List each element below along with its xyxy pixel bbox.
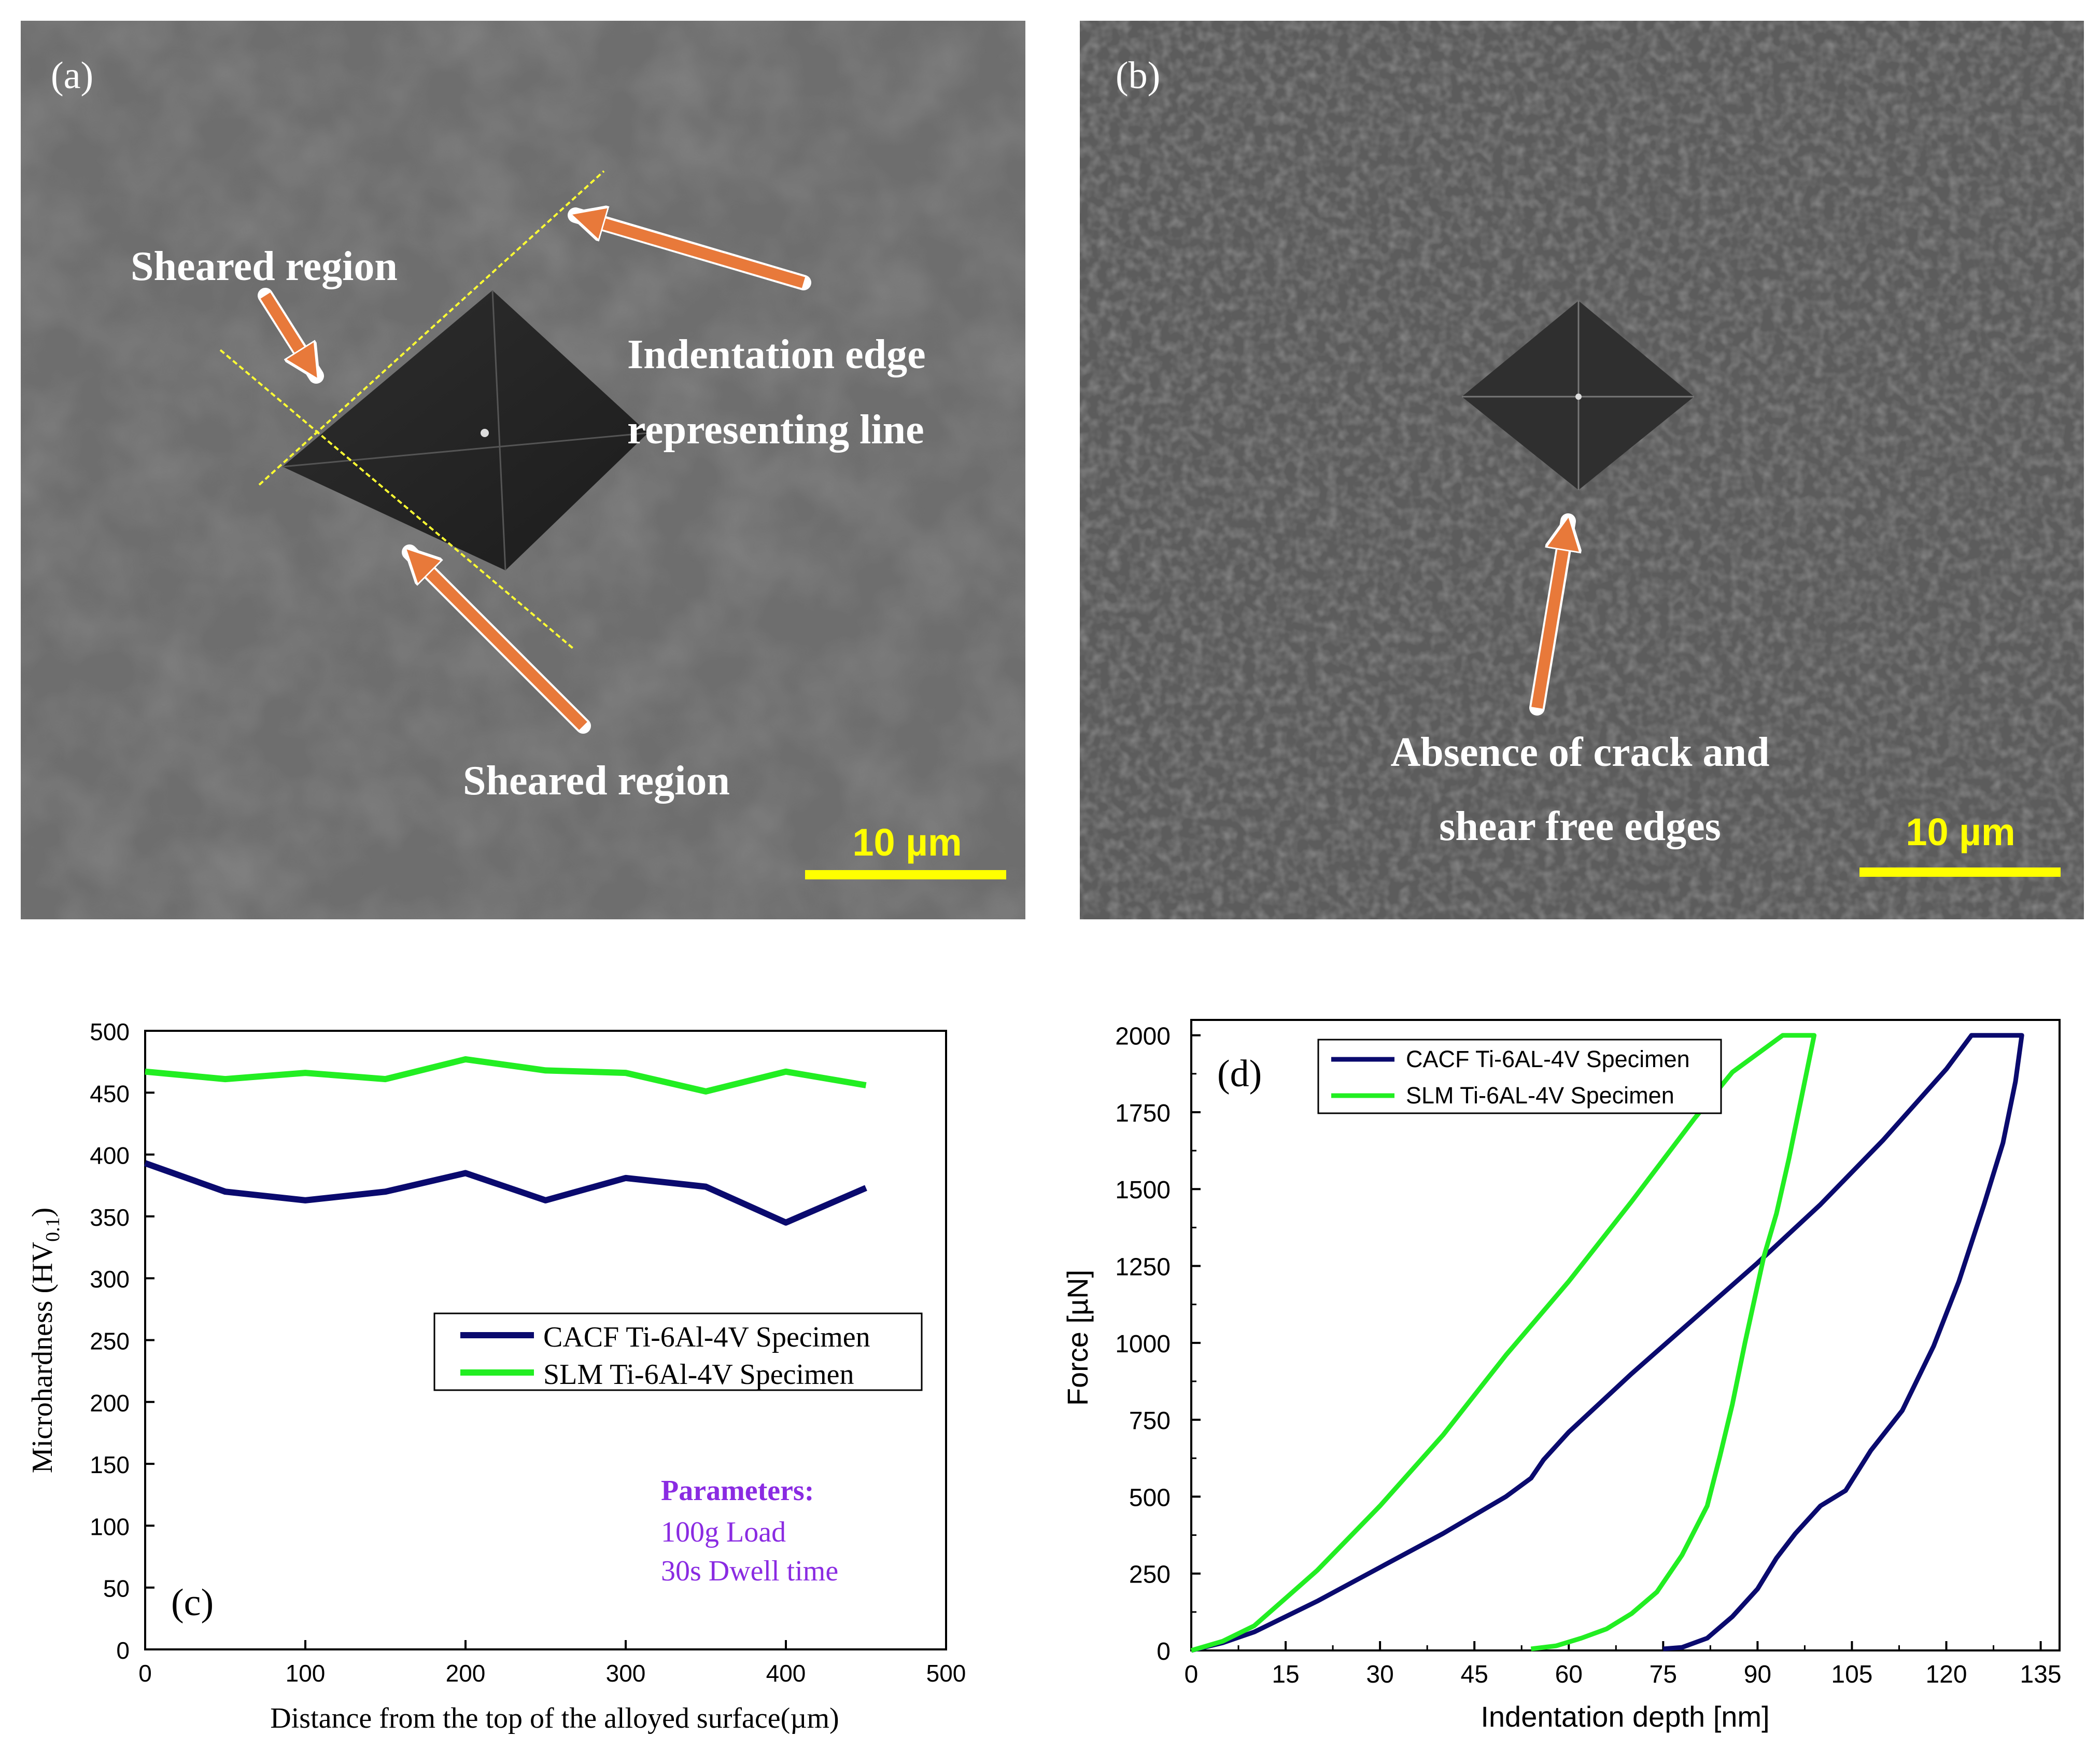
annotation-b-line-2: shear free edges — [1439, 804, 1721, 849]
chart-d-series — [1190, 1033, 2024, 1653]
parameters-dwell: 30s Dwell time — [661, 1555, 838, 1587]
chart-c-legend: CACF Ti-6Al-4V Specimen SLM Ti-6Al-4V Sp… — [433, 1312, 923, 1391]
y-tick-label: 100 — [90, 1513, 130, 1540]
x-tick-label: 15 — [1272, 1661, 1299, 1688]
chart-c-xlabel: Distance from the top of the alloyed sur… — [270, 1702, 839, 1734]
panel-b-label: (b) — [1116, 54, 1160, 97]
indent-diagonal — [491, 290, 506, 571]
x-tick-label: 75 — [1650, 1661, 1677, 1688]
y-tick-label: 50 — [103, 1575, 130, 1602]
chart-c-ylabel-sub: 0.1 — [42, 1217, 64, 1242]
y-tick-label: 350 — [90, 1204, 130, 1231]
annotation-sheared-top: Sheared region — [131, 244, 398, 289]
y-tick-label: 300 — [90, 1266, 130, 1293]
x-tick-label: 135 — [2020, 1661, 2062, 1688]
y-tick-label: 1000 — [1115, 1331, 1171, 1358]
chart-c-series — [144, 1056, 867, 1226]
annotation-b-line-1: Absence of crack and — [1390, 730, 1769, 775]
panel-b: (b) Absence of crack and shear free edge… — [1080, 21, 2084, 919]
chart-d-xlabel: Indentation depth [nm] — [1481, 1700, 1769, 1733]
chart-d-panel-label: (d) — [1217, 1053, 1262, 1095]
scale-bar-b — [1859, 867, 2061, 877]
y-tick-label: 450 — [90, 1080, 130, 1107]
y-tick-label: 250 — [90, 1328, 130, 1355]
scale-bar-a — [805, 870, 1006, 879]
chart-d-legend: CACF Ti-6AL-4V Specimen SLM Ti-6AL-4V Sp… — [1317, 1039, 1722, 1114]
edge-line-lower — [219, 349, 574, 649]
annotation-edge-line-2: representing line — [627, 407, 924, 453]
scale-bar-label-a: 10 µm — [852, 821, 962, 864]
y-tick-label: 150 — [90, 1451, 130, 1478]
legend-label-slm-d: SLM Ti-6AL-4V Specimen — [1406, 1082, 1674, 1109]
arrow-edge-line — [583, 218, 806, 288]
x-tick-label: 0 — [1185, 1661, 1199, 1688]
indentation-a — [283, 290, 648, 570]
parameters-title: Parameters: — [661, 1475, 814, 1507]
arrow-sheared-top — [260, 292, 311, 368]
x-tick-label: 0 — [138, 1660, 152, 1687]
indent-center — [481, 429, 489, 437]
chart-d-plot-area — [1190, 1019, 2061, 1651]
y-tick-label: 1500 — [1115, 1177, 1171, 1204]
arrow-crack-free — [1531, 529, 1567, 709]
y-tick-label: 2000 — [1115, 1023, 1171, 1051]
panel-a: (a) Sheared region Indentation edge repr… — [21, 21, 1025, 919]
y-tick-label: 250 — [1129, 1561, 1171, 1589]
y-tick-label: 1750 — [1115, 1100, 1171, 1127]
indent-diagonal — [282, 432, 649, 468]
y-tick-label: 0 — [116, 1637, 130, 1664]
x-tick-label: 105 — [1831, 1661, 1872, 1688]
series-line-slm — [145, 1056, 867, 1095]
chart-c-ylabel: Microhardness (HV0.1) — [26, 1208, 64, 1474]
x-tick-label: 100 — [286, 1660, 326, 1687]
chart-c: 0 100 200 300 400 500 0 50 100 150 200 250 300 350 400… — [26, 1018, 966, 1734]
x-tick-label: 300 — [606, 1660, 646, 1687]
legend-label-slm: SLM Ti-6Al-4V Specimen — [543, 1359, 854, 1391]
indent-center — [1575, 394, 1582, 400]
series-line-cacf — [1190, 1033, 2024, 1653]
chart-d-ylabel: Force [µN] — [1061, 1270, 1094, 1406]
scale-bar-label-b: 10 µm — [1906, 810, 2015, 853]
legend-label-cacf-d: CACF Ti-6AL-4V Specimen — [1406, 1046, 1690, 1072]
y-tick-label: 750 — [1129, 1407, 1171, 1435]
x-tick-label: 500 — [926, 1660, 966, 1687]
x-tick-label: 400 — [766, 1660, 806, 1687]
y-tick-label: 1250 — [1115, 1254, 1171, 1281]
x-tick-label: 60 — [1555, 1661, 1583, 1688]
panel-a-label: (a) — [51, 54, 93, 97]
x-tick-label: 45 — [1461, 1661, 1488, 1688]
series-line-cacf — [144, 1160, 867, 1226]
arrow-sheared-bottom — [415, 557, 587, 730]
x-tick-label: 30 — [1366, 1661, 1393, 1688]
chart-c-ylabel-close: ) — [26, 1208, 59, 1217]
annotation-edge-line-1: Indentation edge — [627, 332, 926, 377]
chart-c-axes: 0 100 200 300 400 500 0 50 100 150 200 250 300 350 400… — [90, 1018, 966, 1687]
x-tick-label: 90 — [1744, 1661, 1771, 1688]
chart-c-ylabel-main: Microhardness (HV — [26, 1242, 59, 1473]
series-line-slm — [1190, 1033, 1817, 1653]
y-tick-label: 500 — [90, 1018, 130, 1045]
x-tick-label: 120 — [1925, 1661, 1967, 1688]
y-tick-label: 200 — [90, 1390, 130, 1417]
legend-label-cacf: CACF Ti-6Al-4V Specimen — [543, 1321, 870, 1353]
x-tick-label: 200 — [446, 1660, 486, 1687]
chart-c-legend-box — [433, 1312, 923, 1391]
annotation-sheared-bottom: Sheared region — [463, 758, 730, 804]
y-tick-label: 400 — [90, 1142, 130, 1169]
chart-d-legend-box — [1317, 1039, 1722, 1114]
parameters-load: 100g Load — [661, 1516, 786, 1548]
chart-d-axes: 0 15 30 45 60 75 90 105 120 135 0 250 500 750 1000 1250… — [1115, 1023, 2061, 1688]
y-tick-label: 500 — [1129, 1484, 1171, 1511]
chart-d: 0 15 30 45 60 75 90 105 120 135 0 250 500 750 1000 1250… — [1061, 1019, 2062, 1733]
y-tick-label: 0 — [1157, 1638, 1171, 1665]
chart-c-panel-label: (c) — [171, 1581, 214, 1624]
